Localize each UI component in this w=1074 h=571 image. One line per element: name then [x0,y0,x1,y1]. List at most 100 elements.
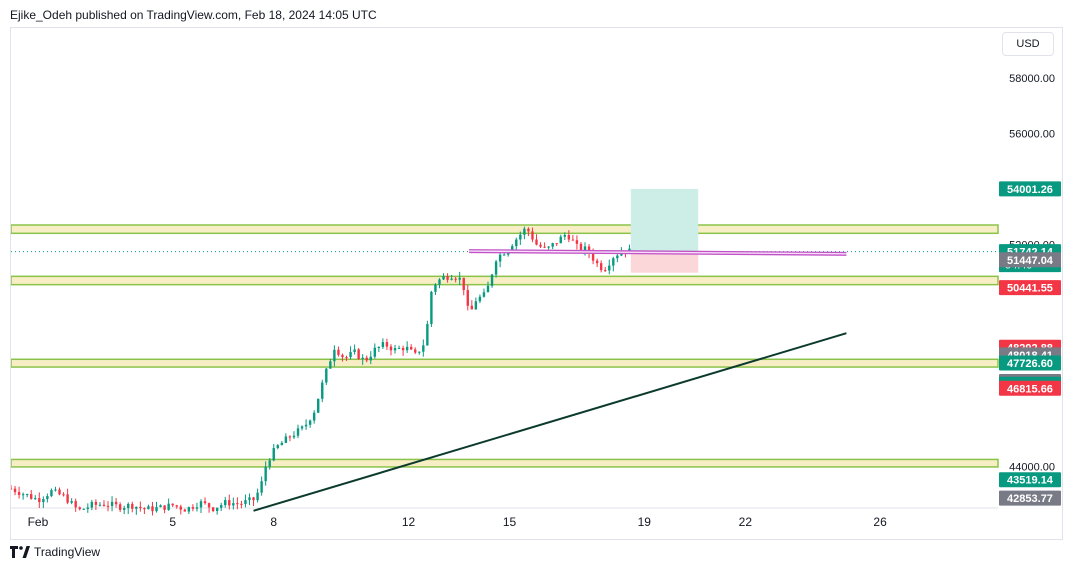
candle-body [90,501,94,508]
candle-body [442,276,445,280]
candle [434,283,437,296]
candle [321,379,324,403]
candle-body [300,426,304,429]
candle [171,503,174,507]
candle [341,353,344,362]
candle [373,343,377,359]
publish-header: Ejike_Odeh published on TradingView.com,… [10,8,377,22]
candle-body [288,436,292,438]
candle-body [365,357,368,361]
candle [54,486,57,492]
candle [446,273,449,283]
candle-body [604,270,607,272]
candle [98,502,102,507]
candle [147,504,150,510]
price-label-bg [999,472,1061,488]
candle [102,500,106,507]
candle [195,502,199,512]
candle-body [167,503,170,510]
candle-body [321,382,324,399]
candle-body [430,291,433,325]
candle-body [486,285,490,293]
candle-body [567,235,571,240]
candle [482,288,486,298]
candle-body [385,342,389,347]
candle [118,502,122,513]
candle-body [211,507,215,512]
candle [280,440,284,446]
candle [187,506,191,515]
candle-body [224,500,227,506]
candle [127,502,130,514]
candle-body [187,507,191,512]
candle [131,501,134,513]
candle [361,354,364,365]
price-label-bg [999,380,1061,396]
candle [599,260,603,273]
candle-body [369,356,372,361]
candle [82,508,85,510]
candle [272,444,275,462]
candle [515,237,518,252]
candle [414,347,417,355]
candle-body [515,239,518,247]
candle-body [539,244,542,247]
candle [276,444,279,450]
candle [393,344,397,354]
candle-body [333,349,336,362]
candle-body [195,507,199,509]
candle [224,496,227,508]
candle-body [292,435,296,438]
candle-body [256,492,259,501]
candle [264,461,267,486]
candle-body [519,234,522,240]
x-tick-label: 22 [739,515,753,529]
candle-body [110,501,114,507]
candle [30,489,33,500]
candle-body [535,239,538,245]
candle-body [474,301,478,310]
price-label-text: 50441.55 [1007,283,1053,295]
candle-body [284,436,288,443]
candle [236,497,239,510]
candle-body [575,240,579,244]
candle [42,496,45,508]
candle [110,496,114,512]
x-tick-label: 5 [169,515,176,529]
x-tick-label: 26 [873,515,887,529]
candle-body [345,357,348,359]
currency-button[interactable]: USD [1002,32,1054,56]
candle-body [555,243,558,245]
candle [438,278,441,289]
price-label: 43519.14 [999,472,1061,488]
candle-body [296,428,300,436]
candle-body [450,278,453,280]
price-label: 47726.60 [999,355,1061,371]
candle-body [163,505,166,510]
candle-body [220,505,223,508]
candle [308,419,312,428]
candle [418,351,421,355]
candle [248,493,251,506]
candle [442,273,445,280]
candle-body [494,261,498,275]
candle [50,488,53,498]
candle-body [434,284,437,292]
candle [563,232,566,241]
candle [17,486,21,499]
candle-body [252,497,255,501]
candle [357,348,360,360]
candle [539,242,542,249]
candle-body [397,347,401,349]
candle [381,338,385,350]
candle-body [595,260,599,264]
candle-body [272,448,275,461]
candle-body [143,508,146,510]
candle [252,496,255,507]
candle-body [276,445,279,449]
candle-body [349,352,352,358]
candle-body [82,508,85,510]
candle-body [361,357,364,359]
support-line-inner [469,250,847,255]
